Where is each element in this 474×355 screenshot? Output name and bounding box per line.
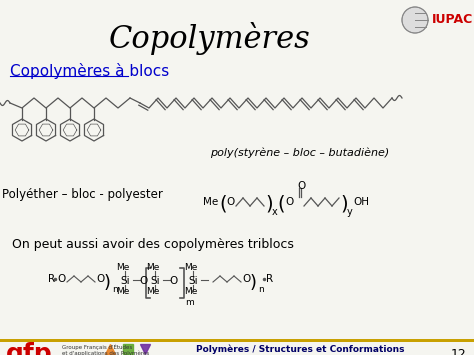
Text: O: O	[226, 197, 234, 207]
Text: On peut aussi avoir des copolymères triblocs: On peut aussi avoir des copolymères trib…	[12, 238, 294, 251]
Text: O: O	[139, 276, 147, 286]
Text: (: (	[219, 194, 227, 213]
Text: Me: Me	[184, 287, 198, 296]
Text: Me: Me	[146, 263, 160, 272]
Circle shape	[402, 7, 428, 33]
Text: ): )	[340, 194, 347, 213]
Text: Me: Me	[116, 287, 130, 296]
Text: O: O	[242, 274, 250, 284]
Text: O: O	[57, 274, 65, 284]
Text: Me: Me	[116, 263, 130, 272]
Text: Polymères / Structures et Conformations: Polymères / Structures et Conformations	[196, 344, 404, 354]
Text: m: m	[185, 298, 194, 307]
Text: R: R	[266, 274, 273, 284]
Text: Si: Si	[120, 276, 129, 286]
Text: Groupe Français d'Études
et d'applications des Polymères: Groupe Français d'Études et d'applicatio…	[62, 344, 149, 355]
Text: ): )	[104, 274, 111, 292]
Text: n: n	[112, 285, 118, 294]
Text: ): )	[250, 274, 257, 292]
Text: x: x	[272, 207, 278, 217]
Text: Me: Me	[146, 287, 160, 296]
Text: Me: Me	[184, 263, 198, 272]
Text: O: O	[285, 197, 293, 207]
Text: ): )	[265, 194, 273, 213]
Text: Me: Me	[203, 197, 218, 207]
Text: OH: OH	[353, 197, 369, 207]
Text: Polyéther – bloc - polyester: Polyéther – bloc - polyester	[1, 188, 163, 201]
Text: O: O	[96, 274, 104, 284]
Text: Copolymères à blocs: Copolymères à blocs	[10, 63, 169, 79]
Text: O: O	[297, 181, 305, 191]
Text: Si: Si	[188, 276, 198, 286]
Text: poly(styrène – bloc – butadiène): poly(styrène – bloc – butadiène)	[210, 148, 390, 158]
Text: (: (	[277, 194, 284, 213]
Text: Copolymères: Copolymères	[109, 22, 311, 55]
Text: n: n	[258, 285, 264, 294]
Text: Si: Si	[150, 276, 160, 286]
Text: O: O	[169, 276, 177, 286]
Text: IUPAC: IUPAC	[432, 13, 473, 26]
Text: y: y	[347, 207, 353, 217]
Text: gfp: gfp	[6, 342, 53, 355]
Text: R: R	[48, 274, 55, 284]
Text: 12: 12	[450, 348, 466, 355]
